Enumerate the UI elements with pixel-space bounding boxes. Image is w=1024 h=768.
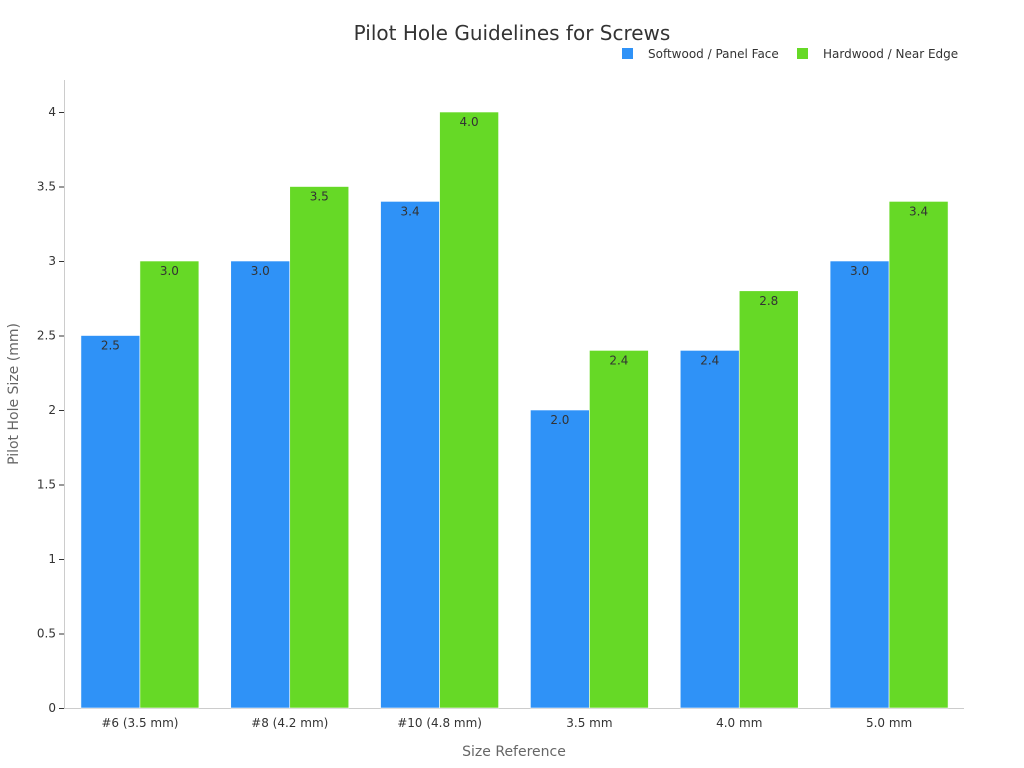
legend-label-softwood: Softwood / Panel Face — [648, 47, 779, 61]
y-tick-label: 1.5 — [37, 478, 56, 492]
x-tick-label: 4.0 mm — [716, 716, 762, 730]
bar-softwood — [530, 409, 590, 709]
bar-hardwood — [738, 290, 799, 709]
bar-value-label: 2.5 — [101, 339, 120, 353]
x-tick-label: #8 (4.2 mm) — [251, 716, 328, 730]
bar-value-label: 2.0 — [550, 413, 569, 427]
bar-softwood — [380, 201, 440, 709]
y-tick-label: 0 — [48, 701, 56, 715]
bar-softwood — [829, 260, 890, 709]
bar-value-label: 4.0 — [460, 115, 479, 129]
bar-value-label: 3.0 — [251, 264, 270, 278]
bar-value-label: 3.4 — [401, 204, 420, 218]
x-tick-label: #6 (3.5 mm) — [101, 716, 178, 730]
bar-hardwood — [289, 186, 350, 709]
y-tick-label: 4 — [48, 105, 56, 119]
bar-hardwood — [439, 111, 499, 709]
x-axis-ticks: #6 (3.5 mm) #8 (4.2 mm) #10 (4.8 mm) 3.5 mm… — [101, 716, 912, 730]
data-labels: 2.5 3.0 3.0 3.5 3.4 4.0 2.0 2.4 2.4 2.8 3.0 3.4 — [101, 115, 928, 427]
bars — [80, 111, 949, 709]
y-tick-label: 3.5 — [37, 180, 56, 194]
y-axis-label: Pilot Hole Size (mm) — [6, 323, 22, 465]
bar-hardwood — [589, 350, 649, 709]
bar-hardwood — [888, 201, 949, 709]
y-tick-label: 2 — [48, 403, 56, 417]
bar-softwood — [80, 335, 141, 709]
x-tick-label: 3.5 mm — [566, 716, 612, 730]
y-tick-label: 0.5 — [37, 627, 56, 641]
bar-value-label: 3.4 — [909, 204, 928, 218]
y-tick-label: 3 — [48, 254, 56, 268]
bar-hardwood — [139, 260, 200, 709]
bar-value-label: 3.5 — [310, 190, 329, 204]
legend-swatch-hardwood — [797, 48, 808, 59]
bar-value-label: 2.8 — [759, 294, 778, 308]
legend-swatch-softwood — [622, 48, 633, 59]
x-tick-label: 5.0 mm — [866, 716, 912, 730]
bar-value-label: 3.0 — [160, 264, 179, 278]
y-axis-ticks: 0 0.5 1 1.5 2 2.5 3 3.5 4 — [37, 105, 64, 715]
x-axis-label: Size Reference — [462, 744, 566, 760]
bar-value-label: 3.0 — [850, 264, 869, 278]
y-tick-label: 1 — [48, 552, 56, 566]
bar-softwood — [679, 350, 740, 709]
legend: Softwood / Panel Face Hardwood / Near Ed… — [622, 47, 958, 61]
x-tick-label: #10 (4.8 mm) — [397, 716, 482, 730]
bar-value-label: 2.4 — [609, 353, 628, 367]
y-tick-label: 2.5 — [37, 329, 56, 343]
bar-value-label: 2.4 — [700, 353, 719, 367]
bar-softwood — [230, 260, 291, 709]
chart-title: Pilot Hole Guidelines for Screws — [354, 21, 671, 45]
legend-label-hardwood: Hardwood / Near Edge — [823, 47, 958, 61]
